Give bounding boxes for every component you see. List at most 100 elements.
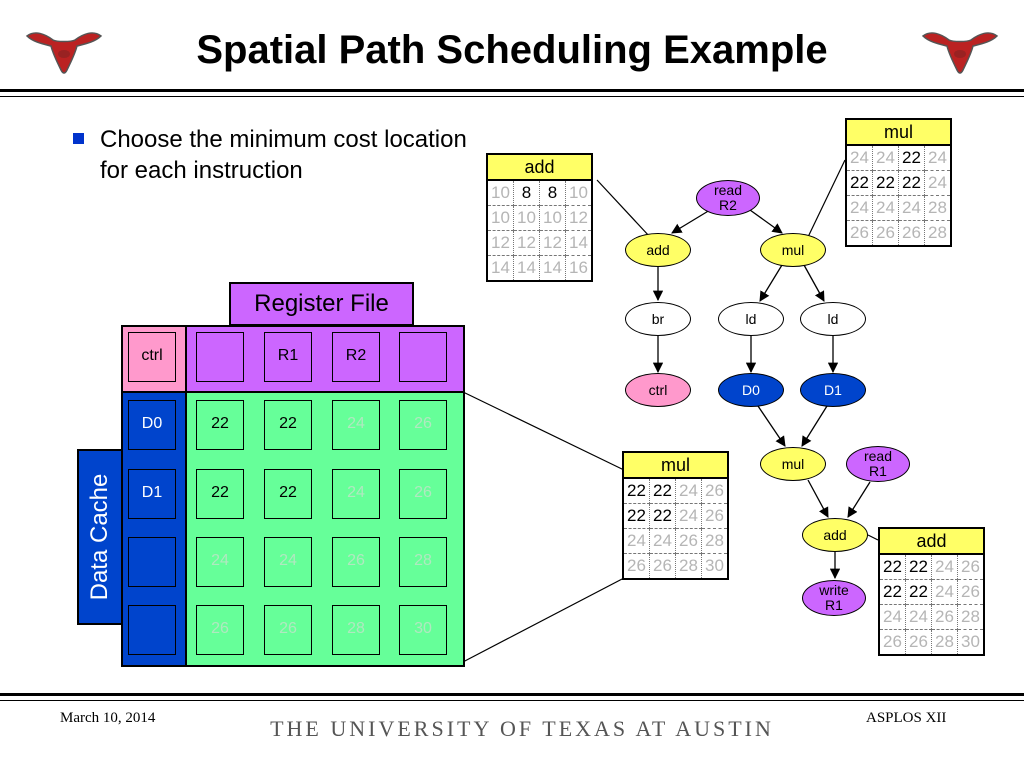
grid-cell: 26 xyxy=(332,537,380,587)
table-cell: 14 xyxy=(486,255,514,282)
node-write-r1-label: write R1 xyxy=(819,582,849,613)
grid-cell: 26 xyxy=(196,605,244,655)
longhorn-logo-icon-right xyxy=(921,32,999,74)
table-cell: 26 xyxy=(957,579,985,605)
table-header: mul xyxy=(845,118,952,146)
grid-cell: 24 xyxy=(332,469,380,519)
register-cell: R1 xyxy=(264,332,312,382)
table-cell: 12 xyxy=(539,230,566,256)
top-rule-thin xyxy=(0,96,1024,97)
data-cache-label: Data Cache xyxy=(77,449,123,625)
table-cell: 24 xyxy=(931,579,958,605)
grid-cell: 26 xyxy=(264,605,312,655)
node-add-1: add xyxy=(625,233,691,267)
table-cell: 28 xyxy=(701,528,729,554)
table-cell: 22 xyxy=(622,503,650,529)
table-row: 22 22 24 26 xyxy=(622,503,729,529)
node-add-2: add xyxy=(802,518,868,552)
table-row: 12 12 12 14 xyxy=(486,230,593,256)
node-ld-1: ld xyxy=(718,302,784,336)
node-read-r1: read R1 xyxy=(846,446,910,482)
table-cell: 26 xyxy=(878,629,906,656)
table-cell: 24 xyxy=(924,170,952,196)
ctrl-cell: ctrl xyxy=(128,332,176,382)
table-row: 22 22 22 24 xyxy=(845,170,952,196)
cache-cell xyxy=(128,605,176,655)
table-cell: 28 xyxy=(957,604,985,630)
table-cell: 26 xyxy=(675,528,702,554)
table-cell: 10 xyxy=(486,179,514,206)
grid-cell: 24 xyxy=(196,537,244,587)
cost-table-mul-top: mul 24 24 22 24 22 22 22 24 24 24 24 28 26 26 26 28 xyxy=(845,118,952,247)
table-cell: 12 xyxy=(565,205,593,231)
node-add-1-label: add xyxy=(646,241,670,258)
table-row: 26 26 28 30 xyxy=(878,629,985,656)
table-row: 24 24 24 28 xyxy=(845,195,952,221)
node-d0: D0 xyxy=(718,373,784,407)
bullet-text: Choose the minimum cost location for eac… xyxy=(100,126,467,184)
cache-cell: D1 xyxy=(128,469,176,519)
node-mul-1-label: mul xyxy=(781,241,805,258)
node-mul-2: mul xyxy=(760,447,826,481)
table-cell: 24 xyxy=(878,604,906,630)
table-cell: 22 xyxy=(649,477,676,504)
table-cell: 22 xyxy=(898,144,925,171)
cache-cell: D0 xyxy=(128,400,176,450)
table-cell: 26 xyxy=(957,553,985,580)
table-cell: 24 xyxy=(622,528,650,554)
node-write-r1: write R1 xyxy=(802,580,866,616)
table-cell: 24 xyxy=(675,503,702,529)
table-cell: 24 xyxy=(872,195,899,221)
register-cell xyxy=(196,332,244,382)
table-row: 24 24 22 24 xyxy=(845,144,952,171)
table-header: mul xyxy=(622,451,729,479)
table-cell: 28 xyxy=(924,195,952,221)
node-add-2-label: add xyxy=(823,526,847,543)
node-ld-2: ld xyxy=(800,302,866,336)
table-cell: 8 xyxy=(513,179,540,206)
table-row: 24 24 26 28 xyxy=(622,528,729,554)
grid-cell: 30 xyxy=(399,605,447,655)
table-cell: 30 xyxy=(701,553,729,580)
node-read-r2: read R2 xyxy=(696,180,760,216)
table-cell: 22 xyxy=(878,579,906,605)
grid-cell: 22 xyxy=(264,469,312,519)
grid-cell: 24 xyxy=(264,537,312,587)
table-cell: 8 xyxy=(539,179,566,206)
node-d1-label: D1 xyxy=(824,381,842,398)
table-cell: 26 xyxy=(701,477,729,504)
cost-table-add-top: add 10 8 8 10 10 10 10 12 12 12 12 14 14 14 14 16 xyxy=(486,153,593,282)
table-cell: 22 xyxy=(622,477,650,504)
register-cell xyxy=(399,332,447,382)
register-cell: R2 xyxy=(332,332,380,382)
table-cell: 12 xyxy=(513,230,540,256)
node-ctrl-label: ctrl xyxy=(648,381,668,398)
node-mul-1: mul xyxy=(760,233,826,267)
grid-cell: 26 xyxy=(399,400,447,450)
table-cell: 26 xyxy=(845,220,873,247)
slide-title: Spatial Path Scheduling Example xyxy=(196,28,828,72)
table-cell: 24 xyxy=(845,144,873,171)
table-row: 22 22 24 26 xyxy=(622,477,729,504)
node-ctrl: ctrl xyxy=(625,373,691,407)
grid-cell: 26 xyxy=(399,469,447,519)
table-cell: 10 xyxy=(539,205,566,231)
cost-table-mul-mid: mul 22 22 24 26 22 22 24 26 24 24 26 28 26 26 28 30 xyxy=(622,451,729,580)
table-cell: 30 xyxy=(957,629,985,656)
table-cell: 16 xyxy=(565,255,593,282)
table-cell: 26 xyxy=(931,604,958,630)
table-cell: 12 xyxy=(486,230,514,256)
table-cell: 26 xyxy=(701,503,729,529)
table-header: add xyxy=(878,527,985,555)
table-row: 14 14 14 16 xyxy=(486,255,593,282)
table-cell: 26 xyxy=(622,553,650,580)
table-cell: 10 xyxy=(565,179,593,206)
node-read-r1-label: read R1 xyxy=(863,448,893,479)
table-row: 10 8 8 10 xyxy=(486,179,593,206)
table-cell: 10 xyxy=(513,205,540,231)
grid-cell: 22 xyxy=(196,469,244,519)
table-cell: 22 xyxy=(845,170,873,196)
grid-cell: 22 xyxy=(196,400,244,450)
table-cell: 24 xyxy=(872,144,899,171)
